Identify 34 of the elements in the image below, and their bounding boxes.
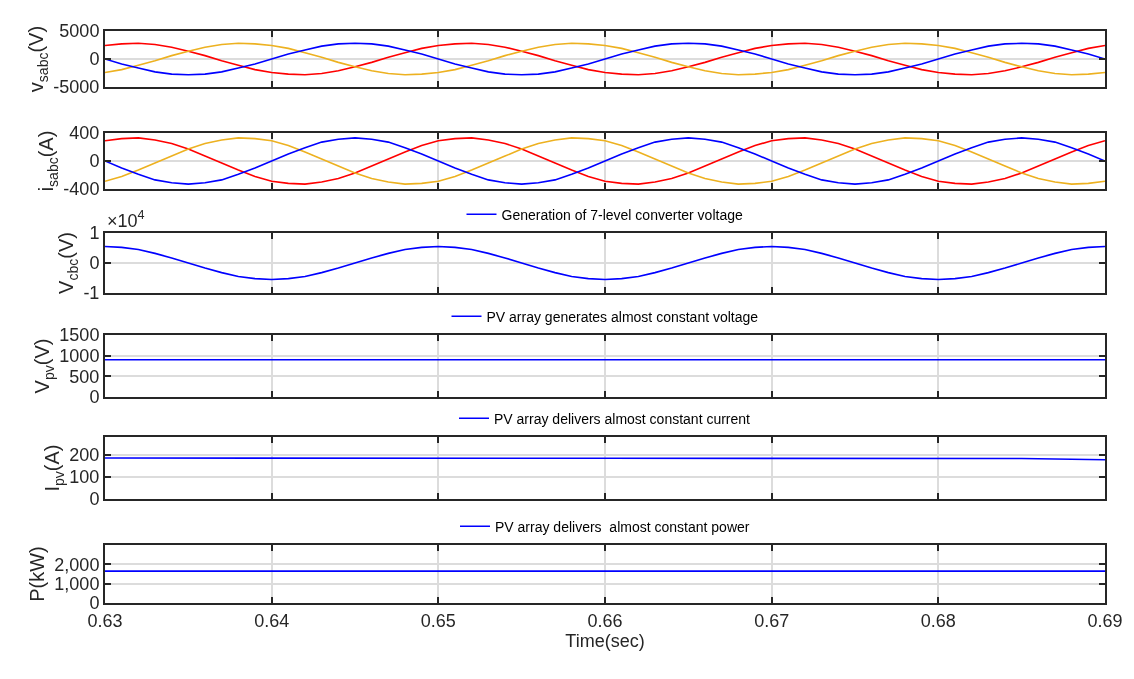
y-axis-title: P(kW): [26, 546, 49, 602]
legend-label: Generation of 7-level converter voltage: [501, 206, 743, 223]
x-tick-label: 0.66: [587, 610, 623, 631]
y-tick-label: 0: [89, 387, 100, 408]
y-tick-label: 1,000: [54, 573, 100, 594]
y-tick-label: 5000: [59, 21, 100, 42]
y-tick-label: 2,000: [54, 554, 100, 575]
y-tick-label: 1: [89, 223, 100, 244]
legend-label: PV array delivers almost constant power: [495, 518, 750, 535]
x-tick-label: 0.68: [920, 610, 956, 631]
y-tick-label: -400: [63, 179, 100, 200]
y-tick-label: -1: [83, 283, 100, 304]
line-series: [105, 137, 1105, 185]
y-tick-label: 1500: [59, 325, 100, 346]
y-tick-label: -5000: [53, 77, 100, 98]
y-tick-label: 0: [89, 489, 100, 510]
text: ×10$^{4}$: [107, 208, 145, 231]
y-tick-label: 100: [69, 467, 100, 488]
y-tick-label: 400: [69, 123, 100, 144]
legend-label: PV array delivers almost constant current: [494, 410, 751, 427]
y-tick-label: 1000: [59, 345, 100, 366]
x-axis-title: Time(sec): [565, 630, 645, 651]
x-tick-label: 0.64: [254, 610, 290, 631]
y-tick-label: 0: [89, 151, 100, 172]
x-tick-label: 0.69: [1087, 610, 1123, 631]
y-tick-label: 200: [69, 445, 100, 466]
y-tick-label: 0: [89, 49, 100, 70]
y-tick-label: 0: [89, 253, 100, 274]
line-series: [105, 42, 1105, 76]
y-tick-label: 500: [69, 366, 100, 387]
x-tick-label: 0.67: [754, 610, 790, 631]
legend-label: PV array generates almost constant voltage: [486, 308, 759, 325]
line-series: [105, 245, 1105, 281]
x-tick-label: 0.65: [420, 610, 456, 631]
